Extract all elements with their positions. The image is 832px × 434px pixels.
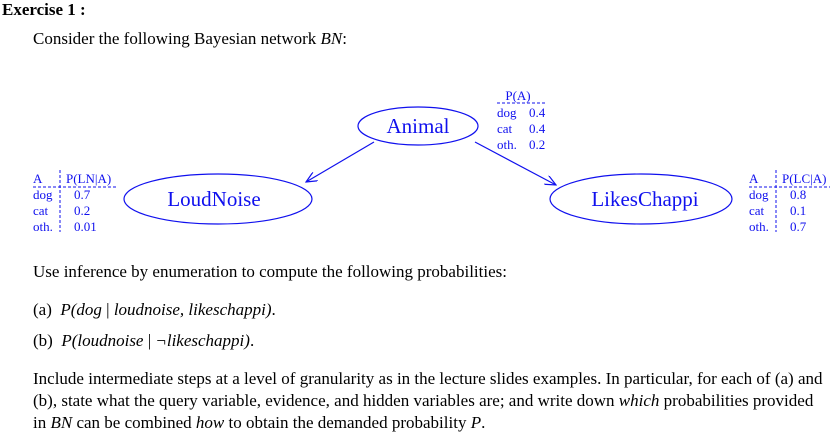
- cpt-loudnoise-row-prob: 0.2: [74, 203, 90, 218]
- question-bar: |: [143, 331, 156, 350]
- bn-symbol: BN: [320, 29, 343, 48]
- cpt-likeschappi-row-prob: 0.8: [790, 187, 806, 202]
- question-label: (b): [33, 331, 53, 350]
- question-query: dog: [76, 300, 102, 319]
- question-end: .: [271, 300, 276, 319]
- cpt-likeschappi-row-value: dog: [749, 187, 769, 202]
- question-bar: |: [101, 300, 114, 319]
- cpt-loudnoise-header-var: A: [33, 171, 43, 186]
- cpt-loudnoise-row-value: oth.: [33, 219, 53, 234]
- cpt-animal-header: P(A): [505, 88, 530, 103]
- p-symbol: P: [470, 413, 482, 432]
- cpt-likeschappi-header-var: A: [749, 171, 759, 186]
- exercise-title: Exercise 1 :: [2, 0, 86, 19]
- question-b: (b) P(loudnoise | ¬likeschappi).: [33, 331, 254, 351]
- question-evidence: loudnoise, likeschappi: [113, 300, 266, 319]
- cpt-loudnoise-header-prob: P(LN|A): [66, 171, 111, 186]
- cpt-animal: P(A) dog 0.4 cat 0.4 oth. 0.2: [497, 88, 546, 152]
- closing-text: to obtain the demanded probability: [224, 413, 471, 432]
- question-label: (a): [33, 300, 52, 319]
- closing-emph-how: how: [195, 413, 225, 432]
- node-animal-label: Animal: [387, 114, 450, 138]
- cpt-loudnoise-row-value: cat: [33, 203, 49, 218]
- question-expr-open: P(: [60, 300, 77, 319]
- cpt-animal-row-value: dog: [497, 105, 517, 120]
- bn-symbol: BN: [50, 413, 73, 432]
- cpt-animal-row-value: oth.: [497, 137, 517, 152]
- question-expr-close: ): [265, 300, 272, 319]
- instruction-text: Use inference by enumeration to compute …: [33, 262, 507, 281]
- closing-text: can be combined: [72, 413, 196, 432]
- question-a: (a) P(dog | loudnoise, likeschappi).: [33, 300, 276, 320]
- intro-colon: :: [342, 29, 347, 48]
- node-likeschappi: LikesChappi: [549, 173, 733, 225]
- closing-emph-which: which: [618, 391, 660, 410]
- cpt-loudnoise-row-prob: 0.01: [74, 219, 97, 234]
- intro-sentence: Consider the following Bayesian network: [33, 29, 321, 48]
- cpt-likeschappi-row-value: cat: [749, 203, 765, 218]
- bayesian-network-diagram: Animal LoudNoise LikesChappi P(A) dog 0.…: [33, 88, 830, 234]
- question-end: .: [249, 331, 255, 350]
- cpt-animal-row-prob: 0.2: [529, 137, 545, 152]
- cpt-loudnoise: A P(LN|A) dog 0.7 cat 0.2 oth. 0.01: [33, 170, 117, 234]
- closing-text: probabilities provided in: [33, 391, 814, 432]
- node-likeschappi-label: LikesChappi: [591, 187, 698, 211]
- closing-text: .: [481, 413, 486, 432]
- cpt-likeschappi: A P(LC|A) dog 0.8 cat 0.1 oth. 0.7: [749, 170, 830, 234]
- cpt-likeschappi-row-value: oth.: [749, 219, 769, 234]
- cpt-loudnoise-row-value: dog: [33, 187, 53, 202]
- cpt-animal-row-prob: 0.4: [529, 121, 546, 136]
- cpt-likeschappi-row-prob: 0.1: [790, 203, 806, 218]
- cpt-loudnoise-row-prob: 0.7: [74, 187, 91, 202]
- cpt-likeschappi-header-prob: P(LC|A): [782, 171, 827, 186]
- edge-animal-loudnoise: [306, 141, 375, 182]
- question-expr-open: P(: [61, 331, 78, 350]
- cpt-animal-row-prob: 0.4: [529, 105, 546, 120]
- cpt-animal-row-value: cat: [497, 121, 513, 136]
- edge-animal-likeschappi: [474, 141, 556, 185]
- closing-text: Include intermediate steps at a level of…: [33, 369, 823, 410]
- question-expr-close: ): [244, 331, 250, 350]
- cpt-likeschappi-row-prob: 0.7: [790, 219, 807, 234]
- closing-paragraph: Include intermediate steps at a level of…: [33, 368, 823, 434]
- intro-text: Consider the following Bayesian network …: [33, 29, 347, 49]
- question-evidence: ¬likeschappi: [155, 331, 245, 350]
- question-query: loudnoise: [77, 331, 144, 350]
- node-loudnoise-label: LoudNoise: [167, 187, 260, 211]
- node-loudnoise: LoudNoise: [123, 173, 313, 225]
- node-animal: Animal: [357, 106, 479, 146]
